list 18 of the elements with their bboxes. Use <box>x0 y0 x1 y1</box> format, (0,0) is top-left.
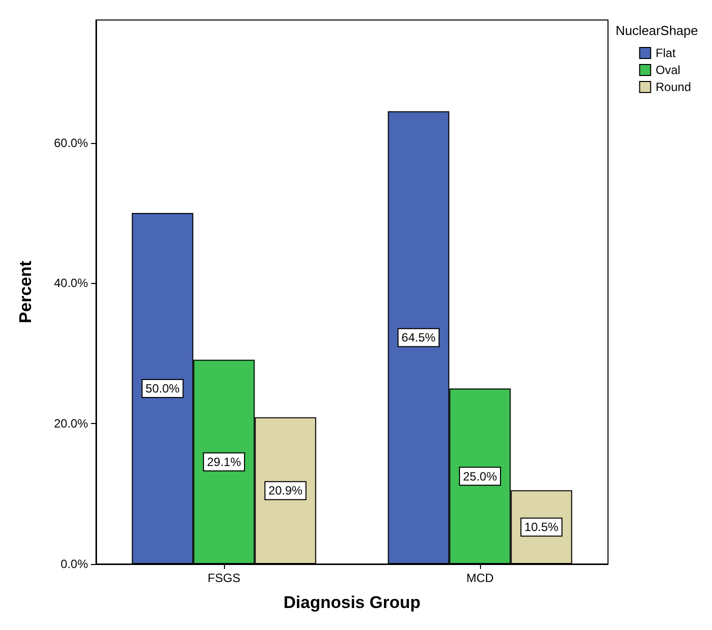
y-tick-label: 0.0% <box>60 557 88 571</box>
x-axis-title: Diagnosis Group <box>284 593 420 612</box>
data-label: 29.1% <box>206 454 242 469</box>
data-label: 10.5% <box>524 520 559 534</box>
x-tick-label: FSGS <box>208 571 240 585</box>
y-tick-label: 60.0% <box>54 136 88 150</box>
legend-label: Oval <box>656 63 680 77</box>
y-tick-label: 20.0% <box>54 416 88 431</box>
legend-label: Round <box>656 80 692 94</box>
data-label: 50.0% <box>146 382 180 396</box>
y-tick-label: 40.0% <box>54 276 88 290</box>
data-label: 64.5% <box>402 330 436 345</box>
data-label: 25.0% <box>462 469 498 484</box>
legend-label: Flat <box>656 46 676 60</box>
legend-title: NuclearShape <box>616 23 698 38</box>
data-label: 20.9% <box>268 484 303 498</box>
x-tick-label: MCD <box>466 571 494 585</box>
y-axis-title: Percent <box>16 260 35 324</box>
